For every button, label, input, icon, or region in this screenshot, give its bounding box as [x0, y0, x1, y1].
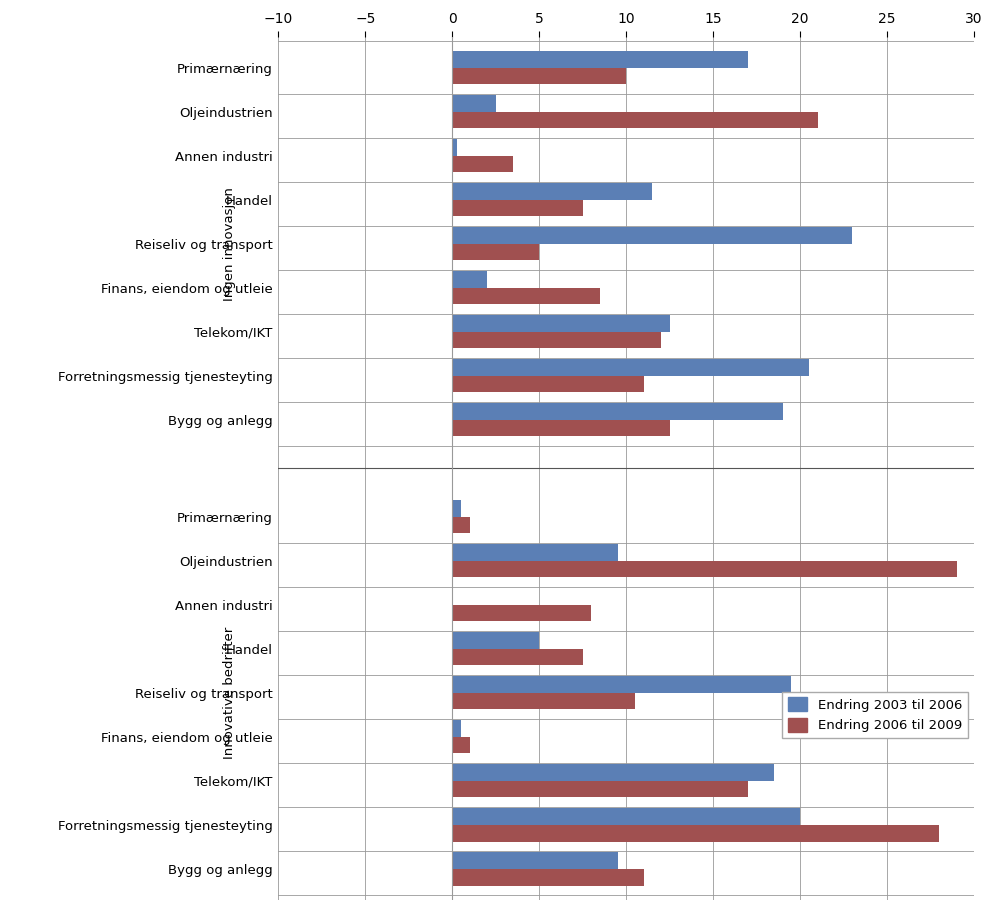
Bar: [452, 676, 791, 693]
Bar: [452, 227, 853, 243]
Bar: [452, 199, 582, 217]
Bar: [452, 720, 461, 737]
Bar: [452, 605, 591, 621]
Bar: [452, 139, 457, 155]
Bar: [452, 331, 661, 349]
Bar: [452, 868, 644, 886]
Bar: [452, 375, 644, 393]
Bar: [452, 183, 652, 199]
Bar: [452, 112, 818, 129]
Bar: [452, 95, 496, 112]
Legend: Endring 2003 til 2006, Endring 2006 til 2009: Endring 2003 til 2006, Endring 2006 til …: [782, 692, 967, 738]
Bar: [452, 543, 617, 561]
Bar: [452, 287, 600, 305]
Bar: [452, 693, 635, 710]
Bar: [452, 271, 487, 287]
Bar: [452, 852, 617, 868]
Bar: [452, 243, 540, 261]
Bar: [452, 500, 461, 517]
Text: Ingen innovasjon: Ingen innovasjon: [224, 186, 237, 300]
Bar: [452, 155, 513, 173]
Bar: [452, 68, 626, 84]
Bar: [452, 315, 670, 331]
Bar: [452, 561, 957, 577]
Bar: [452, 781, 748, 798]
Bar: [452, 517, 470, 533]
Bar: [452, 649, 582, 666]
Bar: [452, 808, 800, 824]
Bar: [452, 420, 670, 436]
Bar: [452, 737, 470, 754]
Bar: [452, 764, 774, 781]
Bar: [452, 632, 540, 649]
Bar: [452, 359, 809, 375]
Bar: [452, 824, 939, 842]
Bar: [452, 50, 748, 68]
Bar: [452, 403, 783, 420]
Text: Innovative bedrifter: Innovative bedrifter: [224, 627, 237, 759]
